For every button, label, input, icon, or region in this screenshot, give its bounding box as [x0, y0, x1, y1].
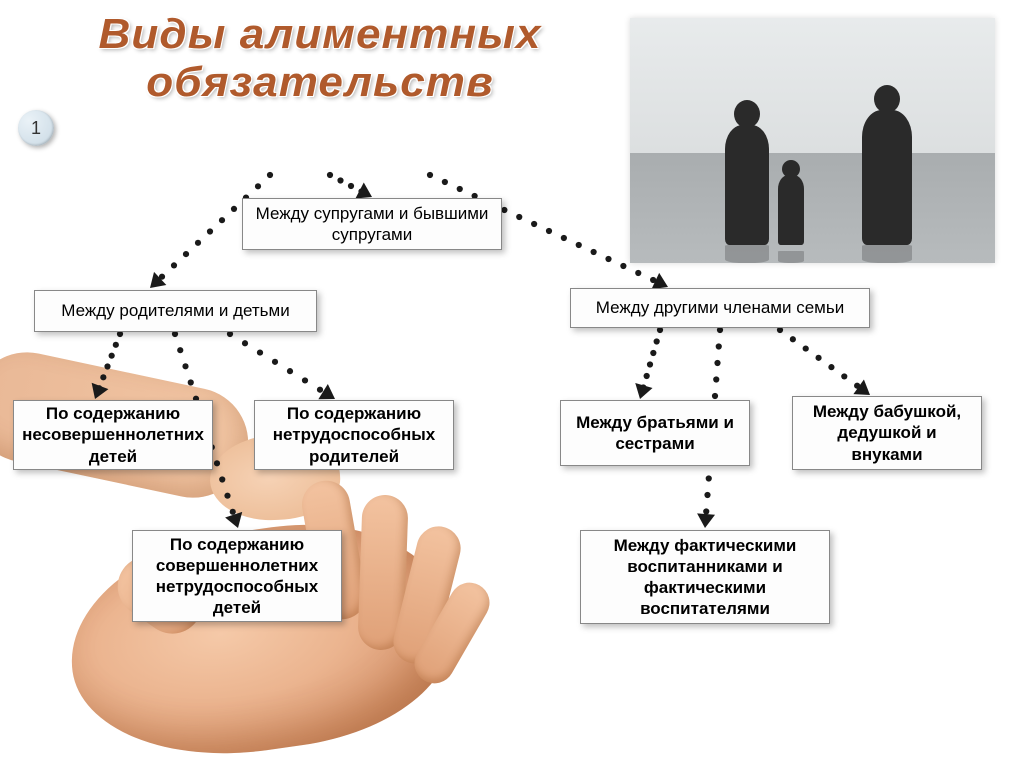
title-line-1: Виды алиментных [99, 10, 542, 57]
reflection [862, 245, 912, 263]
box-parents-children: Между родителями и детьми [34, 290, 317, 332]
box-minor-children: По содержанию несовершеннолетних детей [13, 400, 213, 470]
reflection [725, 245, 769, 263]
page-number-badge: 1 [18, 110, 54, 146]
title-line-2: обязательств [146, 58, 494, 105]
box-foster: Между фактическими воспитанниками и факт… [580, 530, 830, 624]
box-disabled-parents: По содержанию нетрудоспособных родителей [254, 400, 454, 470]
box-other-family: Между другими членами семьи [570, 288, 870, 328]
silhouette-man [862, 110, 912, 245]
box-adult-disabled-children: По содержанию совершеннолетних нетрудосп… [132, 530, 342, 622]
box-spouses: Между супругами и бывшими супругами [242, 198, 502, 250]
silhouette-man-head [874, 85, 900, 113]
reflection [778, 251, 804, 263]
silhouette-woman [725, 125, 769, 245]
box-grandparents: Между бабушкой, дедушкой и внуками [792, 396, 982, 470]
silhouette-child-head [782, 160, 800, 178]
slide-title: Виды алиментных обязательств [47, 10, 593, 107]
family-silhouette-image [630, 18, 995, 263]
silhouette-woman-head [734, 100, 760, 128]
silhouette-child [778, 175, 804, 245]
page-number: 1 [31, 118, 41, 139]
box-siblings: Между братьями и сестрами [560, 400, 750, 466]
